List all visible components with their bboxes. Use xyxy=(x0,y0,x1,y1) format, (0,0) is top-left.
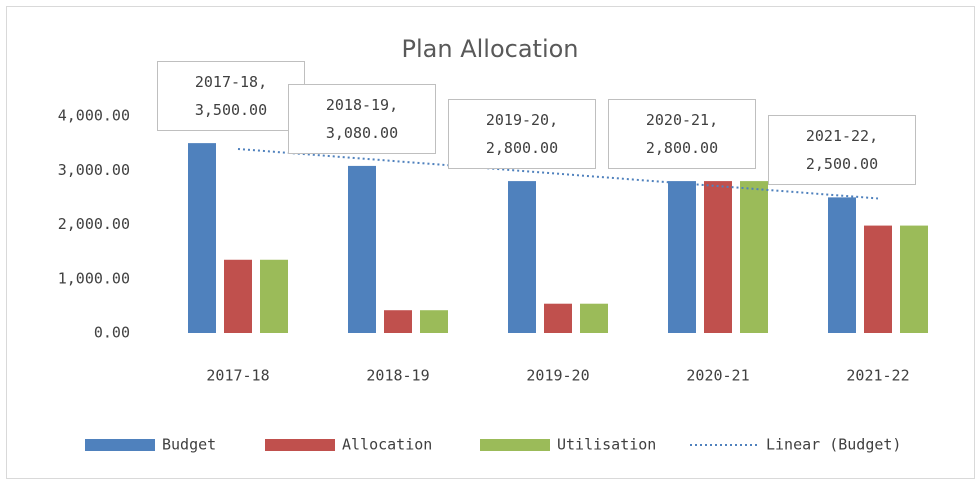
x-tick-label: 2018-19 xyxy=(366,367,429,385)
bar xyxy=(900,225,928,333)
data-label: 2018-19, 3,080.00 xyxy=(288,83,436,154)
bar xyxy=(864,225,892,333)
bar xyxy=(224,259,252,333)
legend-swatch xyxy=(265,439,335,451)
legend-label: Utilisation xyxy=(557,436,656,454)
bar xyxy=(348,165,376,333)
data-label: 2021-22, 2,500.00 xyxy=(768,115,916,186)
y-tick-label: 4,000.00 xyxy=(58,107,130,125)
x-tick-label: 2021-22 xyxy=(846,367,909,385)
data-label: 2017-18, 3,500.00 xyxy=(157,61,305,132)
legend-label: Budget xyxy=(162,436,216,454)
bar xyxy=(544,303,572,333)
y-tick-label: 0.00 xyxy=(94,324,130,342)
y-tick-label: 2,000.00 xyxy=(58,215,130,233)
y-tick-label: 3,000.00 xyxy=(58,161,130,179)
bar xyxy=(420,310,448,333)
x-tick-label: 2019-20 xyxy=(526,367,589,385)
bar xyxy=(740,181,768,333)
legend-label: Allocation xyxy=(342,436,432,454)
data-label: 2019-20, 2,800.00 xyxy=(448,99,596,170)
bar xyxy=(668,181,696,333)
chart-title: Plan Allocation xyxy=(402,35,579,63)
legend-swatch xyxy=(480,439,550,451)
bar xyxy=(188,143,216,333)
trendline xyxy=(237,147,879,200)
bar xyxy=(384,310,412,333)
bar xyxy=(828,197,856,333)
legend-label: Linear (Budget) xyxy=(766,436,901,454)
bar xyxy=(704,181,732,333)
bar xyxy=(580,303,608,333)
legend-swatch xyxy=(85,439,155,451)
y-tick-label: 1,000.00 xyxy=(58,269,130,287)
x-tick-label: 2017-18 xyxy=(206,367,269,385)
data-label: 2020-21, 2,800.00 xyxy=(608,99,756,170)
bar xyxy=(508,181,536,333)
x-tick-label: 2020-21 xyxy=(686,367,749,385)
bar xyxy=(260,259,288,333)
